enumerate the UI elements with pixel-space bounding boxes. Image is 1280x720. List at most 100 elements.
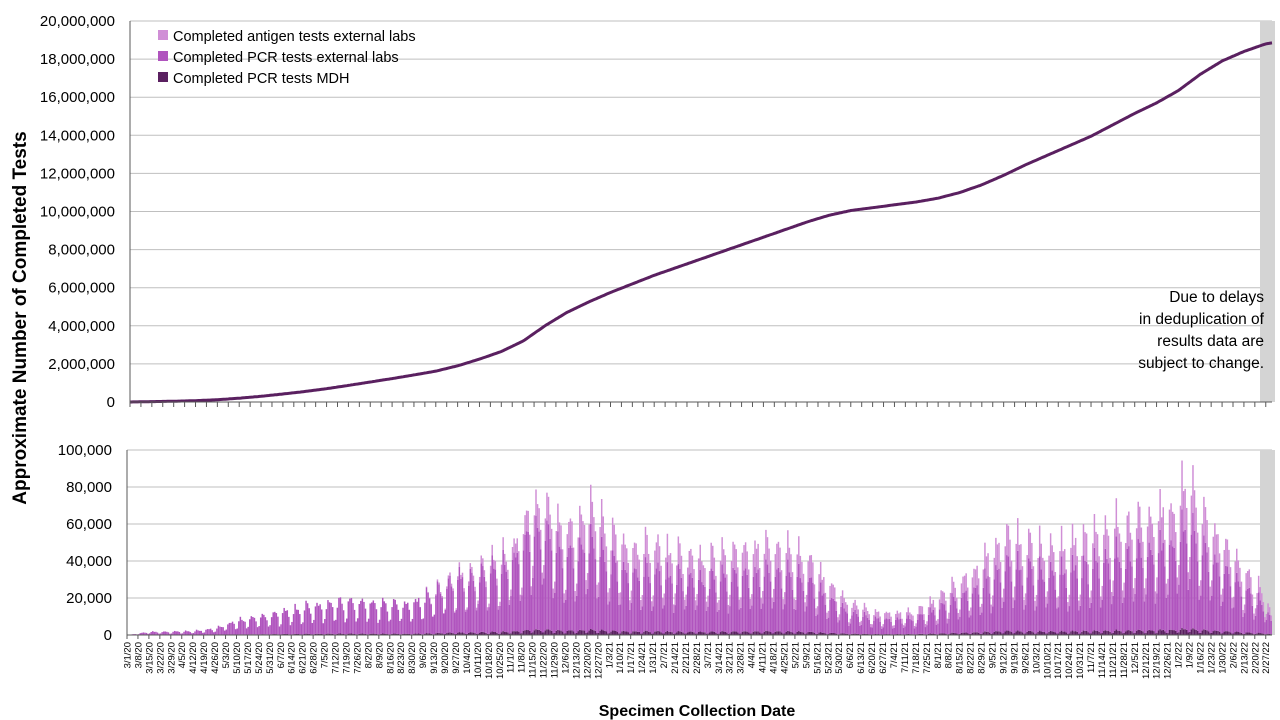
bar-pcr-external: [619, 604, 622, 634]
bar-pcr-external: [615, 562, 617, 631]
bar-pcr-external: [848, 625, 850, 635]
bar-pcr-external: [1038, 556, 1041, 631]
bar-pcr-external: [214, 631, 217, 635]
bar-pcr-external: [508, 604, 511, 634]
bar-antigen: [1045, 596, 1047, 608]
top-y-tick-label: 10,000,000: [40, 204, 115, 221]
bar-antigen: [885, 611, 888, 619]
bar-pcr-external: [852, 611, 855, 634]
bar-antigen: [1048, 555, 1050, 578]
bar-antigen: [1184, 488, 1186, 530]
bar-pcr-mdh: [1145, 632, 1147, 635]
bar-pcr-mdh: [503, 631, 506, 635]
bar-antigen: [718, 600, 720, 610]
x-tick-label: 1/17/21: [626, 642, 637, 674]
bar-pcr-mdh: [735, 631, 737, 635]
bar-pcr-external: [712, 570, 714, 632]
bar-pcr-mdh: [688, 631, 691, 635]
y-axis-title: Approximate Number of Completed Tests: [10, 131, 31, 504]
bar-pcr-mdh: [582, 630, 584, 635]
bar-pcr-external: [1020, 569, 1022, 632]
bar-antigen: [998, 542, 1000, 569]
bar-pcr-mdh: [446, 633, 448, 635]
bar-pcr-external: [652, 606, 655, 634]
bar-antigen: [483, 570, 486, 577]
bar-antigen: [1110, 592, 1113, 605]
bar-pcr-mdh: [1181, 628, 1183, 635]
legend-swatch-pcr-mdh: [158, 72, 168, 82]
bar-pcr-mdh: [832, 632, 834, 635]
bar-pcr-external: [1032, 585, 1035, 633]
bar-pcr-external: [624, 569, 626, 632]
bar-pcr-mdh: [960, 632, 963, 635]
bar-pcr-external: [330, 602, 332, 634]
bar-pcr-mdh: [630, 633, 633, 635]
bar-pcr-external: [1262, 611, 1265, 634]
note-line-2: in deduplication of: [1139, 311, 1265, 328]
bar-pcr-external: [710, 568, 712, 632]
bar-pcr-external: [1026, 577, 1028, 632]
bar-pcr-external: [1185, 543, 1188, 630]
bar-antigen: [668, 555, 670, 578]
bar-pcr-mdh: [1073, 631, 1075, 635]
bar-pcr-external: [719, 581, 722, 633]
bar-pcr-external: [356, 618, 359, 635]
bar-pcr-mdh: [854, 633, 856, 635]
bar-pcr-external: [829, 599, 831, 634]
bar-antigen: [1139, 506, 1141, 543]
bar-antigen: [965, 573, 967, 591]
bar-pcr-mdh: [835, 633, 838, 635]
bar-antigen: [921, 606, 924, 615]
bar-antigen: [943, 592, 946, 605]
bar-antigen: [636, 554, 639, 578]
bar-antigen: [629, 600, 631, 610]
bar-pcr-mdh: [627, 632, 630, 635]
bar-antigen: [442, 613, 445, 614]
bar-antigen: [726, 574, 728, 592]
bar-antigen: [941, 591, 944, 604]
bar-antigen: [658, 546, 661, 572]
x-tick-label: 1/10/21: [615, 642, 626, 674]
bar-pcr-external: [1223, 573, 1225, 632]
bar-pcr-mdh: [1023, 633, 1025, 635]
bar-pcr-mdh: [507, 632, 509, 635]
bar-pcr-mdh: [976, 632, 978, 635]
bar-pcr-external: [522, 550, 525, 631]
bar-pcr-external: [524, 534, 526, 631]
bar-pcr-external: [1024, 605, 1027, 634]
x-tick-label: 12/20/20: [582, 642, 593, 679]
bar-antigen: [887, 612, 889, 620]
bar-pcr-external: [347, 601, 350, 634]
bar-pcr-external: [780, 588, 783, 633]
bar-antigen: [474, 586, 476, 592]
x-tick-label: 8/15/21: [955, 642, 966, 674]
bar-antigen: [1187, 572, 1190, 590]
bar-pcr-mdh: [1142, 631, 1144, 635]
bar-pcr-mdh: [1020, 631, 1022, 635]
bar-pcr-external: [722, 573, 725, 632]
bar-pcr-mdh: [1053, 631, 1055, 635]
bar-pcr-external: [787, 559, 789, 631]
bar-antigen: [874, 609, 877, 617]
bar-antigen: [1095, 531, 1097, 561]
bar-antigen: [957, 613, 960, 620]
bar-antigen: [1010, 560, 1013, 582]
bar-pcr-external: [880, 628, 883, 635]
bar-pcr-mdh: [956, 633, 958, 635]
bar-antigen: [466, 607, 468, 610]
bar-pcr-mdh: [588, 630, 590, 635]
bar-pcr-mdh: [782, 633, 784, 635]
bar-pcr-external: [303, 610, 306, 635]
bar-pcr-mdh: [949, 633, 952, 635]
bar-pcr-mdh: [1085, 630, 1088, 635]
bar-pcr-mdh: [364, 633, 367, 635]
bar-pcr-mdh: [1001, 633, 1003, 635]
bar-pcr-mdh: [513, 631, 515, 635]
bar-pcr-external: [1093, 547, 1096, 631]
bar-antigen: [1261, 593, 1263, 605]
bar-antigen: [862, 609, 864, 617]
bar-pcr-mdh: [693, 632, 695, 635]
bar-antigen: [600, 499, 603, 537]
bar-pcr-external: [685, 605, 687, 634]
bar-pcr-external: [188, 631, 190, 635]
